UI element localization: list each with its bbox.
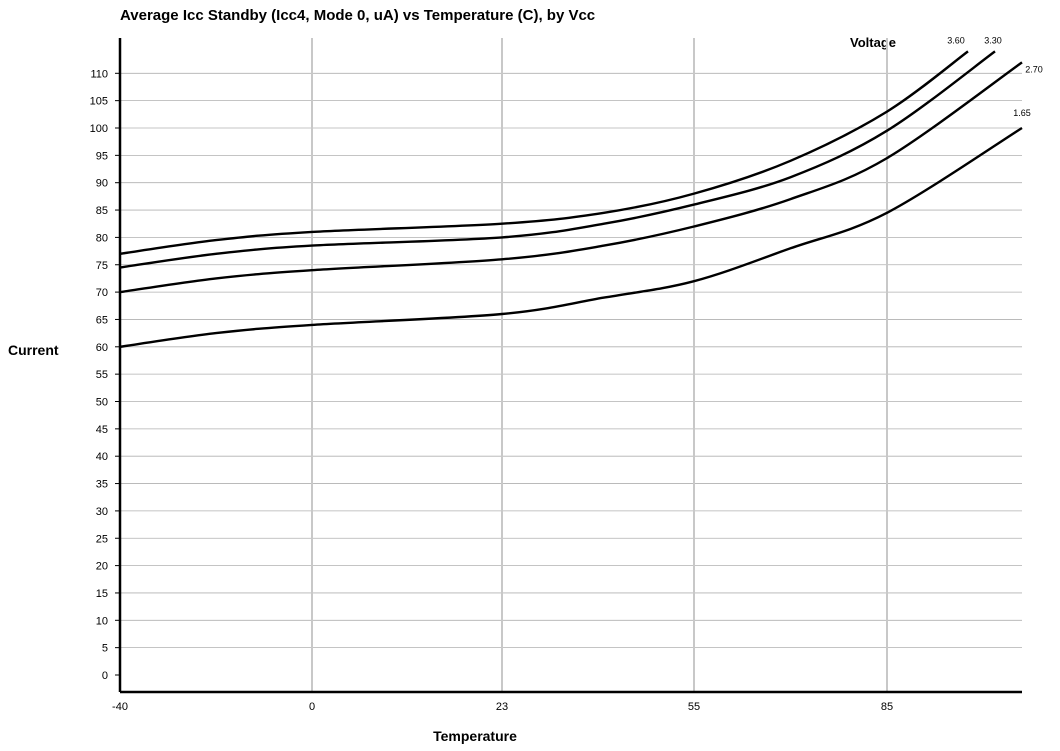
y-tick-label: 25 (96, 533, 108, 545)
y-tick-label: 5 (102, 643, 108, 655)
y-tick-label: 40 (96, 451, 108, 463)
x-tick-label: 85 (881, 701, 893, 713)
grid (120, 38, 1022, 692)
series-lines (119, 50, 1023, 348)
x-tick-labels: -40 0 23 55 85 (112, 701, 893, 713)
y-tick-label: 70 (96, 287, 108, 299)
y-tick-label: 30 (96, 506, 108, 518)
y-tick-label: 100 (90, 123, 108, 135)
y-axis-title: Current (8, 342, 59, 358)
y-tick-label: 75 (96, 260, 108, 272)
series-label: 1.65 (1013, 108, 1031, 118)
y-tick-label: 60 (96, 342, 108, 354)
y-tick-label: 15 (96, 588, 108, 600)
x-tick-label: -40 (112, 701, 128, 713)
y-tick-label: 0 (102, 670, 108, 682)
series-labels: 3.60 3.30 2.70 1.65 (947, 35, 1043, 118)
series-line-2-70 (119, 61, 1023, 294)
y-tick-label: 85 (96, 205, 108, 217)
series-line-3-60 (119, 50, 969, 255)
y-tick-label: 20 (96, 561, 108, 573)
axes (115, 38, 1022, 694)
x-tick-label: 0 (309, 701, 315, 713)
x-tick-label: 55 (688, 701, 700, 713)
x-tick-label: 23 (496, 701, 508, 713)
y-tick-label: 95 (96, 150, 108, 162)
y-tick-label: 35 (96, 479, 108, 491)
series-line-1-65 (119, 126, 1023, 348)
series-label: 3.30 (984, 35, 1002, 45)
series-label: 2.70 (1025, 64, 1043, 74)
x-axis-title: Temperature (433, 728, 517, 744)
y-tick-labels: 0 5 10 15 20 25 30 35 40 45 50 55 60 65 70 75 80 85 90 95 10… (90, 68, 108, 682)
y-tick-label: 10 (96, 615, 108, 627)
legend-title: Voltage (850, 35, 896, 50)
chart-title: Average Icc Standby (Icc4, Mode 0, uA) v… (120, 7, 595, 24)
y-tick-label: 55 (96, 369, 108, 381)
y-tick-label: 50 (96, 397, 108, 409)
y-tick-label: 110 (90, 68, 108, 80)
y-tick-label: 80 (96, 232, 108, 244)
series-line-3-30 (119, 50, 996, 269)
series-label: 3.60 (947, 35, 965, 45)
y-tick-label: 45 (96, 424, 108, 436)
y-tick-label: 90 (96, 178, 108, 190)
y-tick-label: 105 (90, 96, 108, 108)
y-tick-label: 65 (96, 314, 108, 326)
